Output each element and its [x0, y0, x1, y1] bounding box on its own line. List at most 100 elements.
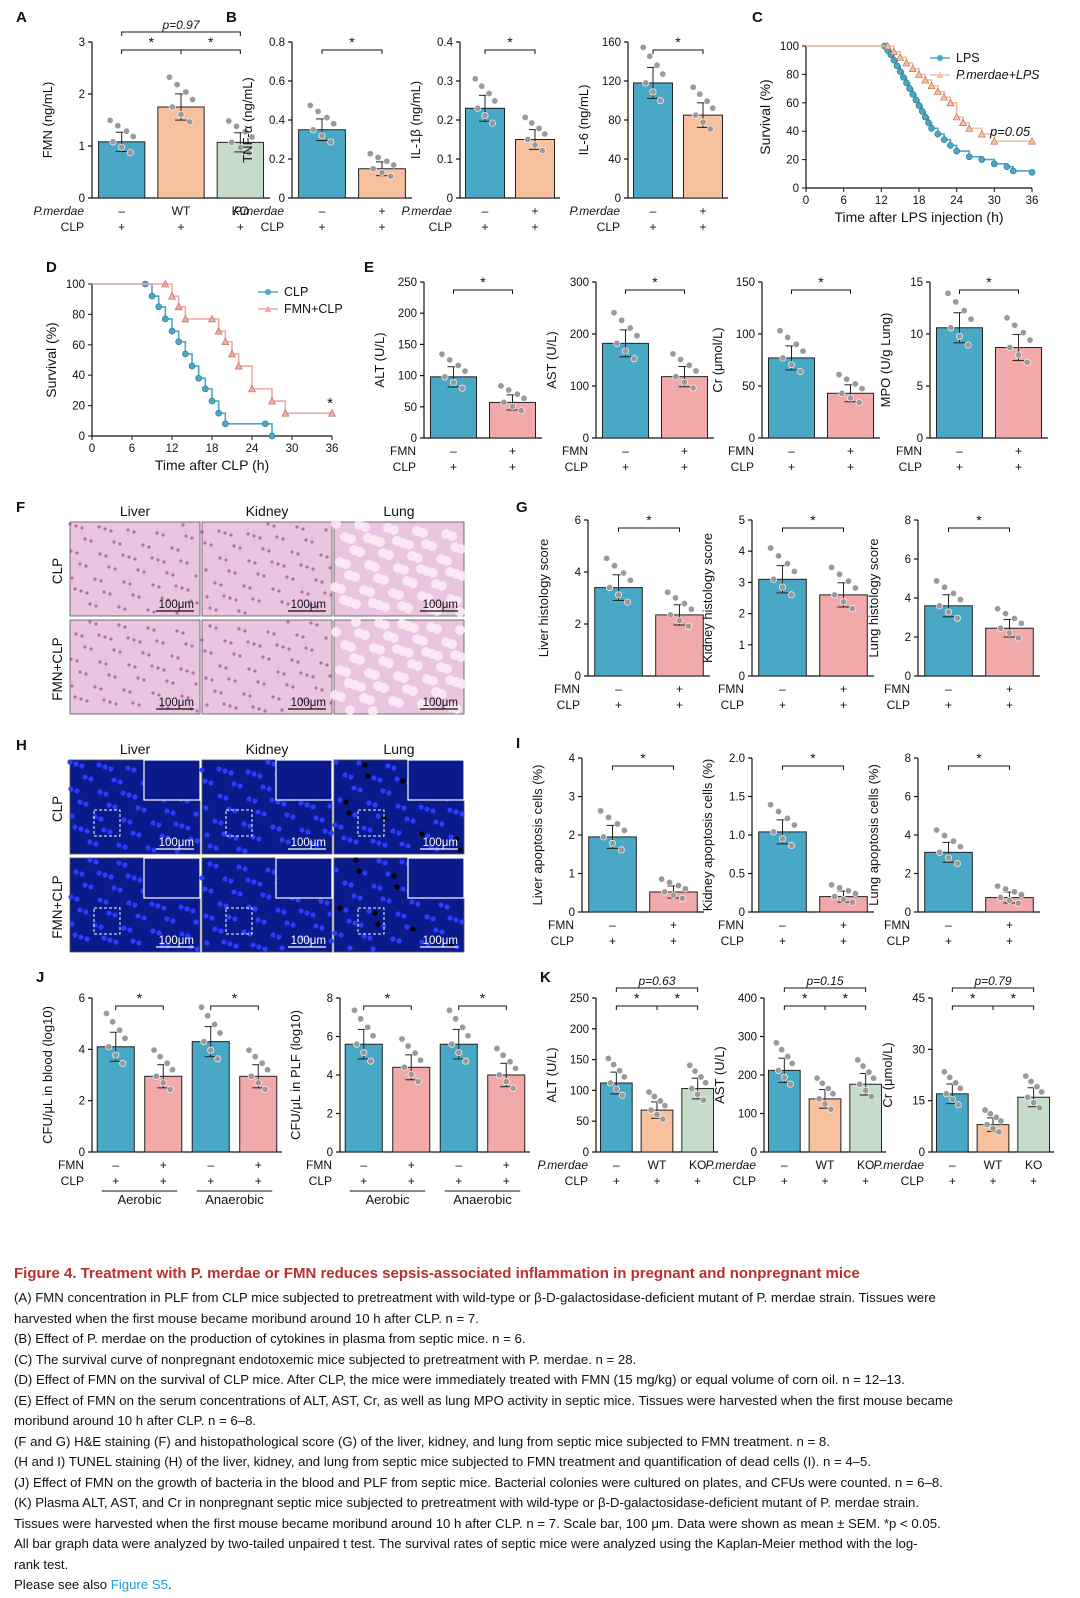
row-label: CLP — [887, 698, 910, 712]
survival-marker — [214, 326, 223, 335]
survival-marker — [896, 68, 904, 75]
significance-bracket — [783, 1005, 826, 1010]
data-point — [956, 596, 964, 604]
panel-letter: I — [516, 735, 520, 752]
row-label: CLP — [50, 796, 65, 822]
tissue-texture — [150, 556, 154, 560]
y-tick-label: 0 — [411, 433, 417, 445]
scale-bar-label: 100μm — [159, 935, 194, 947]
row-value: – — [118, 204, 125, 218]
nucleus — [245, 877, 251, 883]
nucleus — [256, 836, 262, 842]
figure-caption: Figure 4. Treatment with P. merdae or FM… — [14, 1264, 1070, 1596]
caption-line: (J) Effect of FMN on the growth of bacte… — [14, 1474, 943, 1490]
row-value: – — [482, 204, 489, 218]
data-point — [241, 128, 249, 136]
nucleus — [304, 910, 310, 916]
data-point — [216, 1029, 224, 1037]
data-point — [122, 127, 130, 135]
nucleus — [218, 820, 224, 826]
data-point — [611, 562, 619, 570]
data-point — [778, 1046, 786, 1054]
data-point — [855, 399, 863, 407]
data-point — [848, 605, 856, 613]
y-tick-label: 150 — [570, 1055, 589, 1067]
tissue-texture — [200, 638, 204, 642]
row-value: – — [779, 918, 786, 932]
tissue-texture — [243, 629, 247, 633]
data-point — [512, 1064, 520, 1072]
tissue-texture — [309, 603, 313, 607]
group-label: Aerobic — [365, 1192, 410, 1207]
nucleus — [367, 935, 373, 941]
nucleus — [69, 813, 75, 819]
tissue-texture — [214, 626, 218, 630]
significance-bracket — [652, 49, 704, 54]
tissue-texture — [242, 692, 246, 696]
data-point — [813, 1074, 821, 1082]
data-point — [839, 598, 847, 606]
data-point — [400, 1063, 408, 1071]
tissue-texture — [290, 550, 294, 554]
nucleus — [251, 879, 257, 885]
row-label: FMN — [896, 444, 922, 458]
significance-bracket — [615, 987, 699, 992]
x-tick-label: 12 — [166, 443, 179, 455]
panel-letter: H — [16, 737, 27, 754]
data-point — [994, 605, 1002, 613]
row-value: + — [509, 444, 516, 458]
nucleus — [367, 827, 373, 833]
nucleus — [459, 811, 465, 817]
nucleus — [418, 804, 424, 810]
zoom-region — [225, 809, 253, 837]
data-point — [1003, 314, 1011, 322]
row-value: + — [177, 220, 184, 234]
nucleus — [310, 912, 316, 918]
nucleus — [179, 823, 185, 829]
data-point — [677, 356, 685, 364]
data-point — [689, 384, 697, 392]
data-point — [618, 1091, 626, 1099]
nucleus — [375, 813, 381, 819]
figure-s5-link[interactable]: Figure S5 — [110, 1577, 168, 1592]
data-point — [697, 1073, 705, 1081]
row-label: FMN — [554, 682, 580, 696]
data-point — [831, 893, 839, 901]
y-axis-label: Cr (μmol/L) — [880, 1042, 895, 1107]
nucleus — [218, 928, 224, 934]
significance-label: * — [675, 34, 681, 50]
tissue-texture — [88, 602, 92, 606]
data-point — [995, 1128, 1003, 1136]
tissue-texture — [104, 662, 108, 666]
tissue-texture — [114, 702, 118, 706]
data-point — [1005, 629, 1013, 637]
nucleus — [251, 771, 257, 777]
row-value: + — [781, 1174, 788, 1188]
row-value: – — [788, 444, 795, 458]
tissue-texture — [73, 695, 77, 699]
tissue-texture — [181, 523, 185, 527]
inset-box — [275, 759, 333, 801]
tissue-texture — [296, 660, 300, 664]
nucleus — [82, 882, 88, 888]
tissue-texture — [408, 578, 418, 588]
survival-marker — [921, 113, 929, 121]
data-point — [639, 43, 647, 51]
tissue-texture — [157, 585, 161, 589]
data-point — [792, 340, 800, 348]
survival-marker — [925, 119, 932, 126]
scale-bar-label: 100μm — [423, 599, 458, 611]
nucleus — [173, 821, 179, 827]
tissue-texture — [286, 602, 290, 606]
data-point — [868, 1092, 876, 1100]
x-axis-label: Time after CLP (h) — [155, 457, 269, 473]
tissue-texture — [147, 653, 151, 657]
tissue-texture — [204, 676, 208, 680]
tissue-texture — [276, 670, 280, 674]
row-label: CLP — [393, 460, 416, 474]
nucleus — [246, 904, 252, 910]
data-point — [836, 570, 844, 578]
